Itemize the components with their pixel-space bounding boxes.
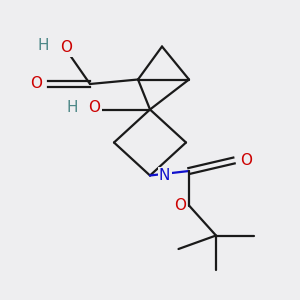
Text: O: O xyxy=(88,100,101,116)
Text: H: H xyxy=(38,38,49,52)
Text: H: H xyxy=(67,100,78,116)
Text: O: O xyxy=(174,198,186,213)
Text: O: O xyxy=(240,153,252,168)
Text: O: O xyxy=(30,76,42,92)
Text: O: O xyxy=(60,40,72,56)
Text: N: N xyxy=(159,168,170,183)
